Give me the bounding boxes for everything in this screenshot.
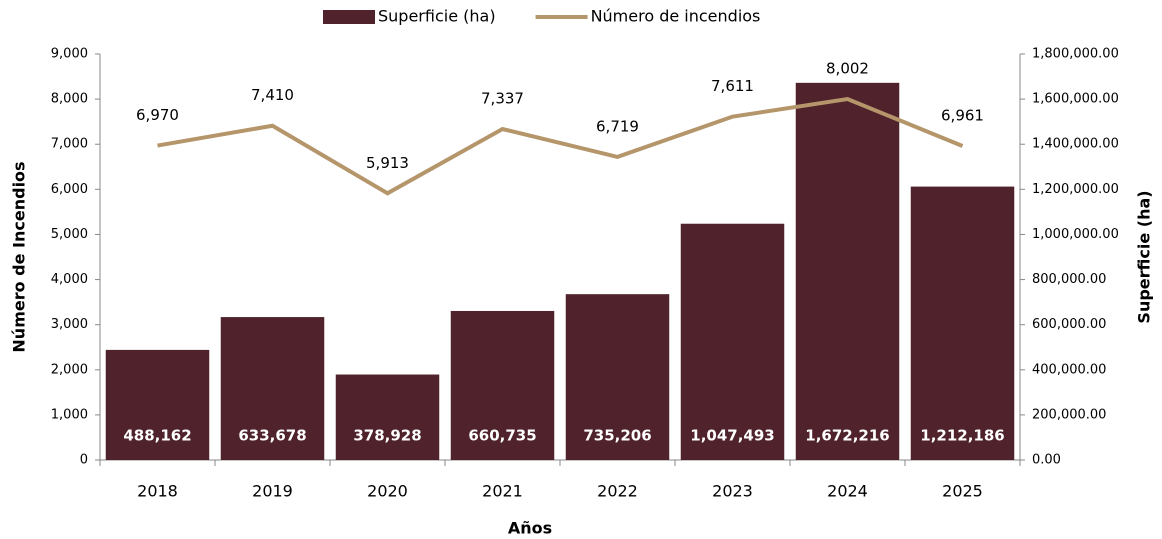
bar xyxy=(795,82,900,460)
bar xyxy=(335,374,440,460)
x-tick-label: 2024 xyxy=(827,482,868,501)
bar-value-label: 1,672,216 xyxy=(805,427,889,445)
y2-axis-title: Superficie (ha) xyxy=(1135,190,1154,323)
x-tick-label: 2019 xyxy=(252,482,293,501)
y-tick-label: 0 xyxy=(80,453,88,468)
y2-tick-label: 400,000.00 xyxy=(1032,362,1106,377)
y-tick-label: 8,000 xyxy=(51,92,88,107)
line-value-label: 7,337 xyxy=(481,90,524,108)
legend-label: Superficie (ha) xyxy=(378,7,496,26)
legend-swatch xyxy=(323,10,375,24)
x-tick-label: 2018 xyxy=(137,482,178,501)
bar xyxy=(680,223,785,460)
y2-tick-label: 1,800,000.00 xyxy=(1032,47,1119,62)
x-tick-label: 2021 xyxy=(482,482,523,501)
line-value-label: 7,410 xyxy=(251,86,294,104)
y2-tick-label: 0.00 xyxy=(1032,453,1061,468)
legend-label: Número de incendios xyxy=(591,7,761,26)
y2-tick-label: 1,000,000.00 xyxy=(1032,227,1119,242)
bar xyxy=(565,294,670,460)
line-value-label: 6,719 xyxy=(596,117,639,135)
line-value-label: 7,611 xyxy=(711,77,754,95)
y-tick-label: 5,000 xyxy=(51,227,88,242)
bar-value-label: 378,928 xyxy=(353,427,421,445)
line-value-label: 8,002 xyxy=(826,60,869,78)
y-tick-label: 4,000 xyxy=(51,272,88,287)
y-tick-label: 2,000 xyxy=(51,362,88,377)
bar-value-label: 735,206 xyxy=(583,427,651,445)
y-tick-label: 9,000 xyxy=(51,47,88,62)
line-value-label: 6,970 xyxy=(136,106,179,124)
bar xyxy=(105,349,210,460)
line xyxy=(157,96,964,196)
y2-tick-label: 600,000.00 xyxy=(1032,317,1106,332)
x-tick-label: 2022 xyxy=(597,482,638,501)
y2-tick-label: 1,400,000.00 xyxy=(1032,137,1119,152)
y2-tick-label: 200,000.00 xyxy=(1032,407,1106,422)
x-tick-label: 2023 xyxy=(712,482,753,501)
y-tick-label: 3,000 xyxy=(51,317,88,332)
bar xyxy=(220,317,325,460)
y-tick-label: 1,000 xyxy=(51,407,88,422)
bar-value-label: 1,047,493 xyxy=(690,427,774,445)
bar-value-label: 1,212,186 xyxy=(920,427,1004,445)
bar-value-label: 488,162 xyxy=(123,427,191,445)
y-tick-label: 6,000 xyxy=(51,182,88,197)
bar xyxy=(450,310,555,460)
line-value-label: 5,913 xyxy=(366,154,409,172)
bar xyxy=(910,186,1015,460)
bar-value-label: 660,735 xyxy=(468,427,536,445)
y2-tick-label: 1,600,000.00 xyxy=(1032,92,1119,107)
x-tick-label: 2020 xyxy=(367,482,408,501)
x-tick-label: 2025 xyxy=(942,482,983,501)
bar-value-label: 633,678 xyxy=(238,427,306,445)
line-value-label: 6,961 xyxy=(941,106,984,124)
y2-tick-label: 800,000.00 xyxy=(1032,272,1106,287)
y-tick-label: 7,000 xyxy=(51,137,88,152)
x-axis-title: Años xyxy=(508,519,552,538)
y2-tick-label: 1,200,000.00 xyxy=(1032,182,1119,197)
y-axis-title: Número de Incendios xyxy=(10,161,29,352)
